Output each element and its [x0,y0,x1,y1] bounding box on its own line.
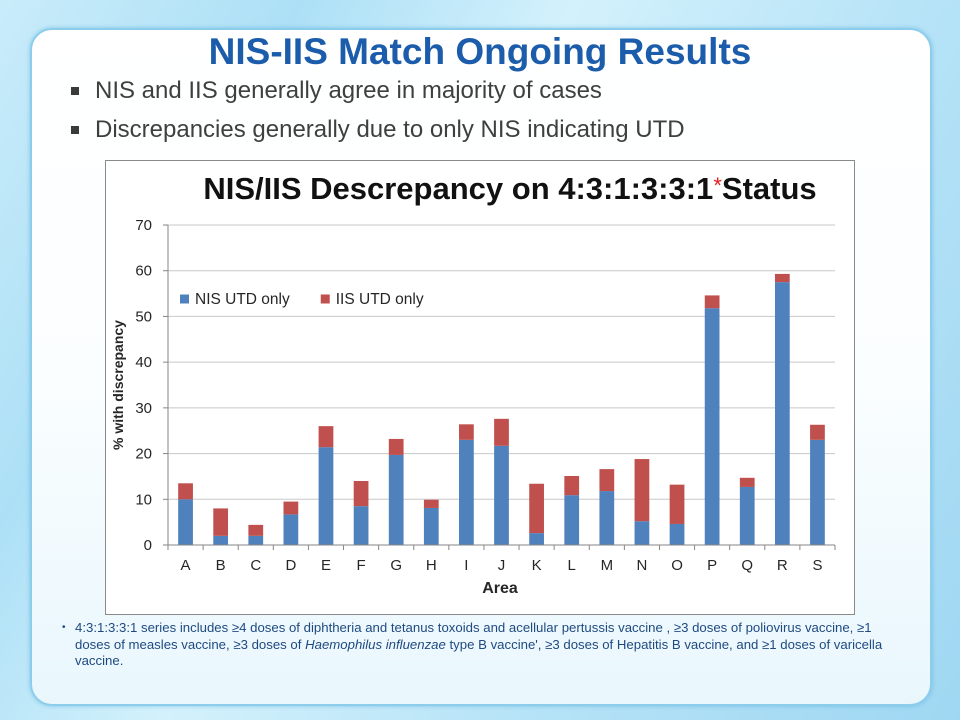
x-tick-label: J [498,557,506,574]
x-tick-label: H [426,557,437,574]
bar-nis-utd-only-f [353,506,369,545]
bar-iis-utd-only-k [529,483,544,534]
bar-nis-utd-only-g [388,454,404,545]
y-tick-label: 60 [135,263,152,280]
bar-iis-utd-only-h [423,499,439,508]
legend-label: NIS UTD only [195,291,290,308]
bullet-item: NIS and IIS generally agree in majority … [68,73,685,112]
legend-item-iis-utd-only: IIS UTD only [320,291,424,308]
title-asterisk: * [713,173,722,198]
x-tick-label: D [285,557,296,574]
bar-nis-utd-only-i [459,439,474,545]
bar-nis-utd-only-k [529,533,544,545]
x-tick-label: S [812,557,822,574]
y-tick-label: 30 [135,400,152,417]
bar-nis-utd-only-j [494,445,509,545]
x-axis-title: Area [482,580,518,597]
bars [178,273,825,545]
y-tick-label: 40 [135,354,152,371]
bar-iis-utd-only-d [283,501,299,515]
bar-iis-utd-only-b [213,508,229,536]
x-tick-label: R [777,557,788,574]
bar-iis-utd-only-f [353,481,369,507]
bar-iis-utd-only-a [178,483,193,500]
bar-nis-utd-only-e [318,447,334,545]
bar-nis-utd-only-l [564,495,580,545]
bar-iis-utd-only-e [318,426,334,448]
bar-nis-utd-only-h [423,507,439,545]
bar-iis-utd-only-j [494,418,509,446]
bullet-item: Discrepancies generally due to only NIS … [68,112,685,151]
y-tick-label: 70 [135,217,152,234]
x-tick-label: B [216,557,226,574]
y-tick-label: 10 [135,491,152,508]
x-tick-label: G [390,557,402,574]
bar-iis-utd-only-i [459,424,474,440]
y-axis-title: % with discrepancy [110,320,126,450]
legend-swatch [320,294,330,304]
y-tick-label: 20 [135,446,152,463]
chart-frame [105,160,855,615]
x-tick-label: M [601,557,614,574]
bullet-list: NIS and IIS generally agree in majority … [68,73,685,151]
bar-nis-utd-only-n [634,521,650,545]
y-tick-label: 50 [135,308,152,325]
legend-item-nis-utd-only: NIS UTD only [180,291,290,308]
x-tick-label: C [250,557,261,574]
slide-title: NIS-IIS Match Ongoing Results [208,31,752,72]
x-tick-label: I [464,557,468,574]
stacked-bar-chart: 0 10 20 30 40 50 60 70 A B C D E F G H I J K L M N O P Q R S NIS U… [105,160,855,615]
x-tick-label: N [636,557,647,574]
x-tick-label: K [532,557,542,574]
chart-title: NIS/IIS Descrepancy on 4:3:1:3:3:1 Statu… [203,171,816,206]
bar-iis-utd-only-g [388,438,404,455]
x-tick-label: L [568,557,576,574]
bar-iis-utd-only-n [634,459,650,522]
x-tick-label: O [671,557,683,574]
bar-nis-utd-only-q [739,486,755,545]
bar-nis-utd-only-o [669,523,685,545]
y-tick-label: 0 [144,537,152,554]
bar-iis-utd-only-r [774,273,790,283]
footnote: 4:3:1:3:3:1 series includes ≥4 doses of … [62,620,895,670]
footnote-text-italic: Haemophilus influenzae [305,636,446,652]
bar-iis-utd-only-q [739,477,755,487]
x-tick-label: A [181,557,191,574]
bar-nis-utd-only-p [704,308,720,545]
gridlines [168,224,835,500]
x-tick-label: E [321,557,331,574]
x-tick-label: Q [741,557,753,574]
x-tick-label: P [707,557,717,574]
x-tick-label: F [356,557,365,574]
axes: 0 10 20 30 40 50 60 70 A B C D E F G H I J K L M N O P Q R S [135,217,836,574]
bar-iis-utd-only-s [810,424,825,440]
legend: NIS UTD only IIS UTD only [180,291,424,308]
bar-nis-utd-only-m [599,491,615,545]
bar-nis-utd-only-b [213,535,229,545]
footnote-text-start: 4:3:1:3:3:1 series includes ≥4 doses of … [75,620,872,652]
bar-nis-utd-only-s [810,439,825,545]
bar-iis-utd-only-p [704,295,720,309]
bar-iis-utd-only-l [564,475,580,496]
footnote-text-end: type B vaccine', ≥3 doses of Hepatitis B… [75,636,883,669]
legend-label: IIS UTD only [336,291,424,308]
bar-iis-utd-only-m [599,469,615,492]
bar-nis-utd-only-d [283,514,299,545]
bar-nis-utd-only-r [774,282,790,545]
bar-iis-utd-only-o [669,484,685,524]
bar-nis-utd-only-a [178,499,193,545]
bar-iis-utd-only-c [248,524,264,536]
bar-nis-utd-only-c [248,535,264,545]
legend-swatch [180,294,189,304]
